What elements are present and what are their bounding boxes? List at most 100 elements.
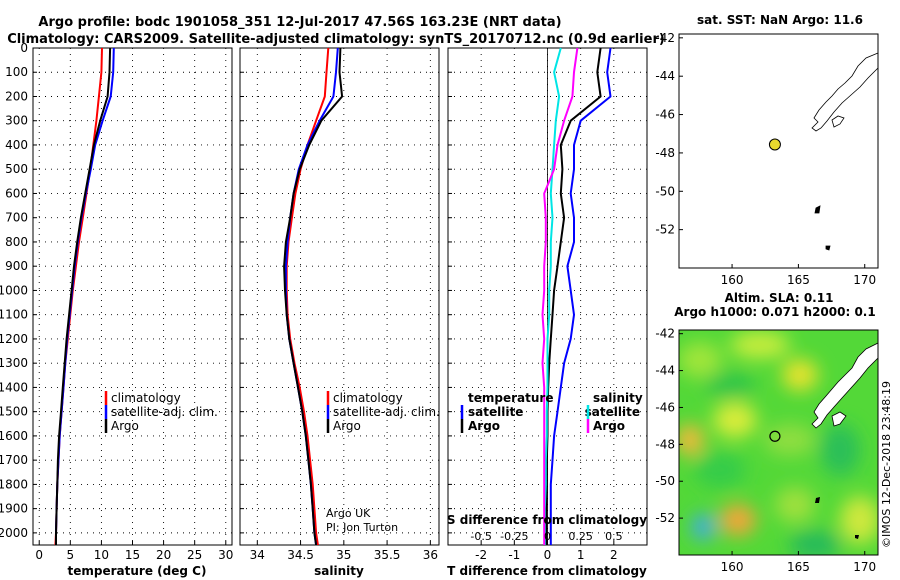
series-line-argo — [283, 47, 344, 546]
legend-label-t-argo: Argo — [468, 419, 500, 433]
figure-title-line2: Climatology: CARS2009. Satellite-adjuste… — [7, 32, 665, 47]
x-tick-label: 34.5 — [287, 548, 314, 562]
legend-label-argo: Argo — [333, 419, 361, 433]
figure-title-line1: Argo profile: bodc 1901058_351 12-Jul-20… — [38, 15, 561, 30]
credit-pi: PI: Jon Turton — [326, 521, 398, 534]
x-tick-label: 35 — [336, 548, 351, 562]
depth-tick-label: 900 — [5, 259, 28, 273]
depth-tick-label: 600 — [5, 186, 28, 200]
sla-blob — [775, 487, 815, 523]
map-lat-label: -44 — [655, 364, 675, 378]
sla-blob — [730, 331, 790, 359]
sst-map-frame — [678, 33, 879, 269]
legend-label-climatology: climatology — [111, 391, 181, 405]
sla-heatmap-field — [679, 331, 878, 555]
s-difference-axis-label: S difference from climatology — [447, 513, 647, 527]
map-lat-label: -48 — [655, 437, 675, 451]
map-lon-label: 160 — [721, 273, 744, 287]
salinity-lines — [283, 47, 344, 546]
map-lat-label: -46 — [655, 108, 675, 122]
depth-tick-label: 400 — [5, 138, 28, 152]
legend-label-s-satellite: satellite — [585, 405, 640, 419]
sla-blob — [694, 452, 746, 488]
sla-map-frame — [678, 329, 879, 556]
sla-blob — [782, 359, 818, 391]
sst-map-title: sat. SST: NaN Argo: 11.6 — [697, 13, 863, 27]
temperature-plot-frame — [32, 47, 233, 546]
coast-peninsula — [831, 115, 845, 128]
sla-map-title-line1: Altim. SLA: 0.11 — [725, 291, 834, 305]
depth-tick-label: 100 — [5, 65, 28, 79]
t-difference-axis-label: T difference from climatology — [447, 564, 647, 578]
series-line-argo — [55, 47, 112, 545]
x-tick-label: 1 — [577, 548, 585, 562]
depth-tick-label: 1700 — [0, 453, 28, 467]
depth-tick-label: 500 — [5, 162, 28, 176]
s-difference-tick-label: -0.5 — [470, 530, 491, 543]
map-lon-label: 170 — [853, 273, 876, 287]
depth-tick-label: 1200 — [0, 332, 28, 346]
depth-tick-label: 1600 — [0, 429, 28, 443]
depth-tick-label: 700 — [5, 211, 28, 225]
series-line-s-satellite — [543, 47, 562, 545]
temperature-grid — [33, 47, 232, 545]
depth-tick-labels: 0 100 200 300 400 500 600 700 800 900 1000 1100 1200… — [0, 41, 28, 540]
s-difference-tick-labels: -0.5 -0.25 0 0.25 0.5 — [470, 530, 622, 543]
sla-map-island — [815, 497, 820, 503]
sla-blob — [705, 373, 755, 397]
x-tick-label: 34 — [250, 548, 265, 562]
x-tick-label: 25 — [187, 548, 202, 562]
temperature-axis-label: temperature (deg C) — [68, 564, 207, 578]
series-line-t-satellite — [549, 47, 612, 545]
x-tick-label: 15 — [125, 548, 140, 562]
x-tick-label: 30 — [218, 548, 233, 562]
sla-map-title-line2: Argo h1000: 0.071 h2000: 0.1 — [674, 305, 875, 319]
s-difference-tick-label: 0.25 — [568, 530, 593, 543]
legend-title-temperature: temperature — [468, 391, 553, 405]
depth-tick-label: 1500 — [0, 405, 28, 419]
map-lon-label: 165 — [787, 273, 810, 287]
x-tick-label: 10 — [94, 548, 109, 562]
credit-project: Argo UK — [326, 507, 371, 520]
depth-tick-label: 1100 — [0, 308, 28, 322]
salinity-axis-label: salinity — [314, 564, 364, 578]
sst-map-tick-labels: 160 165 170 -42 -44 -46 -48 -50 -52 — [655, 31, 876, 287]
map-lon-label: 170 — [853, 560, 876, 574]
map-lat-label: -50 — [655, 184, 675, 198]
sla-map-land-peninsula — [831, 411, 847, 427]
imos-timestamp: ©IMOS 12-Dec-2018 23:48:19 — [880, 381, 893, 548]
salinity-grid — [240, 47, 439, 545]
depth-tick-label: 1400 — [0, 380, 28, 394]
x-tick-label: 36 — [423, 548, 438, 562]
sla-blob — [679, 424, 704, 456]
coast-snares-islands — [814, 205, 821, 214]
legend-label-satellite: satellite-adj. clim. — [333, 405, 440, 419]
sla-blob — [840, 496, 878, 544]
depth-tick-label: 1000 — [0, 283, 28, 297]
x-tick-label: 35.5 — [374, 548, 401, 562]
salinity-legend: climatology satellite-adj. clim. Argo — [326, 391, 440, 433]
temperature-lines — [54, 47, 115, 546]
x-tick-label: -2 — [475, 548, 487, 562]
x-tick-label: 0 — [544, 548, 552, 562]
map-lon-label: 160 — [721, 560, 744, 574]
sla-blob — [679, 342, 722, 378]
x-tick-label: 5 — [66, 548, 74, 562]
sla-heatmap — [679, 330, 878, 555]
map-lat-label: -42 — [655, 31, 675, 45]
sla-blob — [713, 402, 757, 438]
map-lat-label: -52 — [655, 223, 675, 237]
sla-map-tick-labels: 160 165 170 -42 -44 -46 -48 -50 -52 — [655, 327, 876, 574]
x-tick-label: 20 — [156, 548, 171, 562]
coast-bounty-islet — [825, 245, 831, 251]
sla-map-island — [855, 535, 859, 539]
x-tick-label: -1 — [508, 548, 520, 562]
sla-blob — [692, 514, 714, 540]
map-lon-label: 165 — [787, 560, 810, 574]
coast-south-island — [811, 52, 879, 132]
argo-float-marker-sla — [769, 430, 781, 442]
legend-label-t-satellite: satellite — [468, 405, 523, 419]
legend-label-s-argo: Argo — [593, 419, 625, 433]
legend-title-salinity: salinity — [593, 391, 643, 405]
depth-tick-label: 0 — [20, 41, 28, 55]
